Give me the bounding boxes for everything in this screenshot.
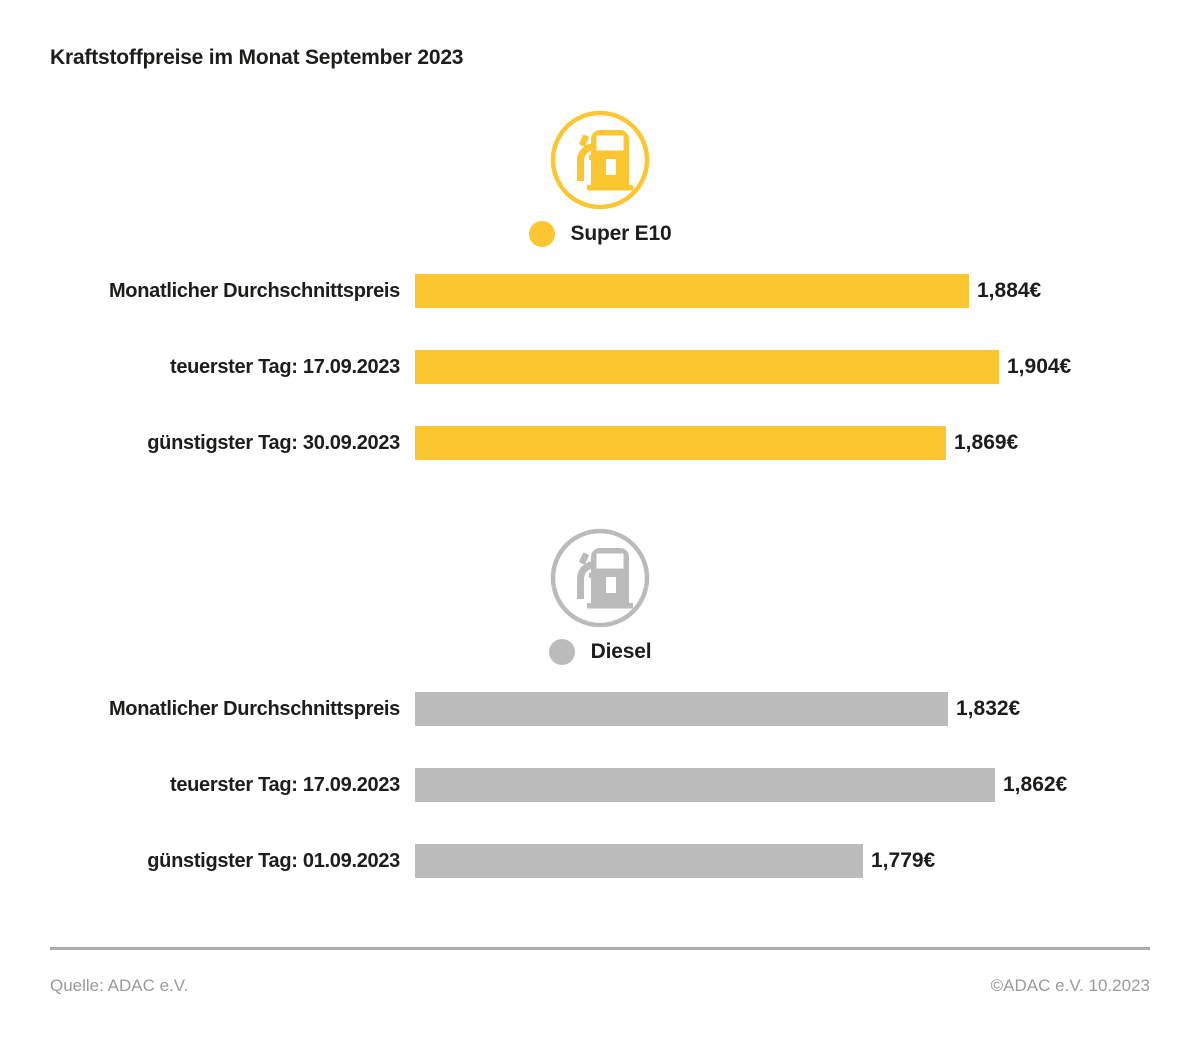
bar (415, 844, 863, 878)
legend-dot (528, 221, 555, 247)
bar-value: 1,862€ (1003, 773, 1068, 796)
bar-value: 1,832€ (956, 697, 1021, 720)
row-label: günstigster Tag: 30.09.2023 (147, 431, 400, 454)
bar (415, 692, 948, 726)
row-label: teuerster Tag: 17.09.2023 (169, 355, 400, 378)
page-title: Kraftstoffpreise im Monat September 2023 (50, 46, 464, 69)
legend: Diesel (0, 638, 1200, 666)
bar-row: teuerster Tag: 17.09.2023 1,862€ (50, 768, 1200, 802)
row-label: Monatlicher Durchschnittspreis (108, 697, 400, 720)
bar-row: günstigster Tag: 30.09.2023 1,869€ (50, 426, 1200, 460)
legend-label: Diesel (590, 640, 652, 663)
bar-value: 1,884€ (977, 279, 1042, 302)
bar-value: 1,904€ (1007, 355, 1072, 378)
bar (415, 426, 946, 460)
fuel-pump-icon (548, 526, 652, 630)
row-label: teuerster Tag: 17.09.2023 (169, 773, 400, 796)
bar-row: teuerster Tag: 17.09.2023 1,904€ (50, 350, 1200, 384)
copyright-label: ©ADAC e.V. 10.2023 (990, 976, 1150, 995)
bar (415, 768, 995, 802)
fuel-pump-icon (548, 108, 652, 212)
bar (415, 274, 969, 308)
bar-value: 1,779€ (871, 849, 936, 872)
bar-row: Monatlicher Durchschnittspreis 1,832€ (50, 692, 1200, 726)
bar-row: Monatlicher Durchschnittspreis 1,884€ (50, 274, 1200, 308)
row-label: Monatlicher Durchschnittspreis (108, 279, 400, 302)
bar-rows: Monatlicher Durchschnittspreis 1,884€ te… (0, 274, 1200, 460)
bar-row: günstigster Tag: 01.09.2023 1,779€ (50, 844, 1200, 878)
bar-rows: Monatlicher Durchschnittspreis 1,832€ te… (0, 692, 1200, 878)
section-diesel: Diesel Monatlicher Durchschnittspreis 1,… (0, 526, 1200, 878)
bar-value: 1,869€ (954, 431, 1019, 454)
page-footer: Quelle: ADAC e.V. ©ADAC e.V. 10.2023 (50, 947, 1150, 996)
legend-dot (548, 639, 575, 665)
section-super-e10: Super E10 Monatlicher Durchschnittspreis… (0, 108, 1200, 460)
bar (415, 350, 999, 384)
row-label: günstigster Tag: 01.09.2023 (147, 849, 400, 872)
legend: Super E10 (0, 220, 1200, 248)
legend-label: Super E10 (570, 222, 672, 245)
footer-divider (50, 947, 1150, 950)
source-label: Quelle: ADAC e.V. (50, 976, 189, 995)
